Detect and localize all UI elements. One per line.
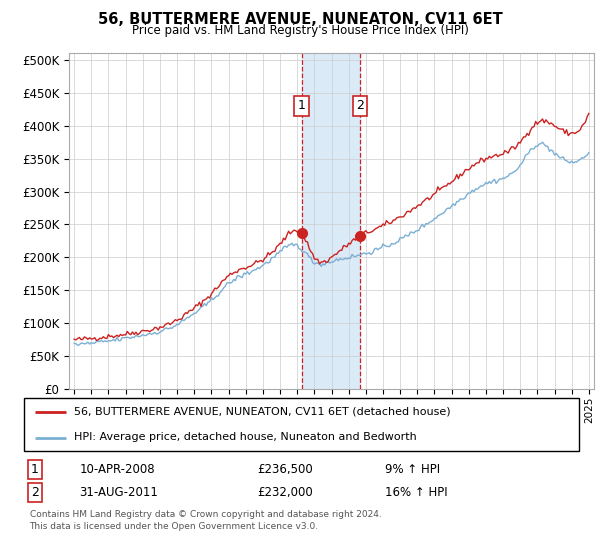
Text: Contains HM Land Registry data © Crown copyright and database right 2024.
This d: Contains HM Land Registry data © Crown c… <box>29 510 382 531</box>
Text: 9% ↑ HPI: 9% ↑ HPI <box>385 463 440 476</box>
Text: 16% ↑ HPI: 16% ↑ HPI <box>385 486 448 500</box>
Text: 1: 1 <box>298 100 306 113</box>
Text: Price paid vs. HM Land Registry's House Price Index (HPI): Price paid vs. HM Land Registry's House … <box>131 24 469 36</box>
Text: 56, BUTTERMERE AVENUE, NUNEATON, CV11 6ET (detached house): 56, BUTTERMERE AVENUE, NUNEATON, CV11 6E… <box>74 407 451 417</box>
Text: 2: 2 <box>31 486 39 500</box>
Text: £232,000: £232,000 <box>257 486 313 500</box>
Text: 1: 1 <box>31 463 39 476</box>
Text: 10-APR-2008: 10-APR-2008 <box>79 463 155 476</box>
Text: £236,500: £236,500 <box>257 463 313 476</box>
Text: 2: 2 <box>356 100 364 113</box>
Bar <box>302 53 360 389</box>
Text: 31-AUG-2011: 31-AUG-2011 <box>79 486 158 500</box>
Text: HPI: Average price, detached house, Nuneaton and Bedworth: HPI: Average price, detached house, Nune… <box>74 432 416 442</box>
Text: 56, BUTTERMERE AVENUE, NUNEATON, CV11 6ET: 56, BUTTERMERE AVENUE, NUNEATON, CV11 6E… <box>98 12 502 27</box>
